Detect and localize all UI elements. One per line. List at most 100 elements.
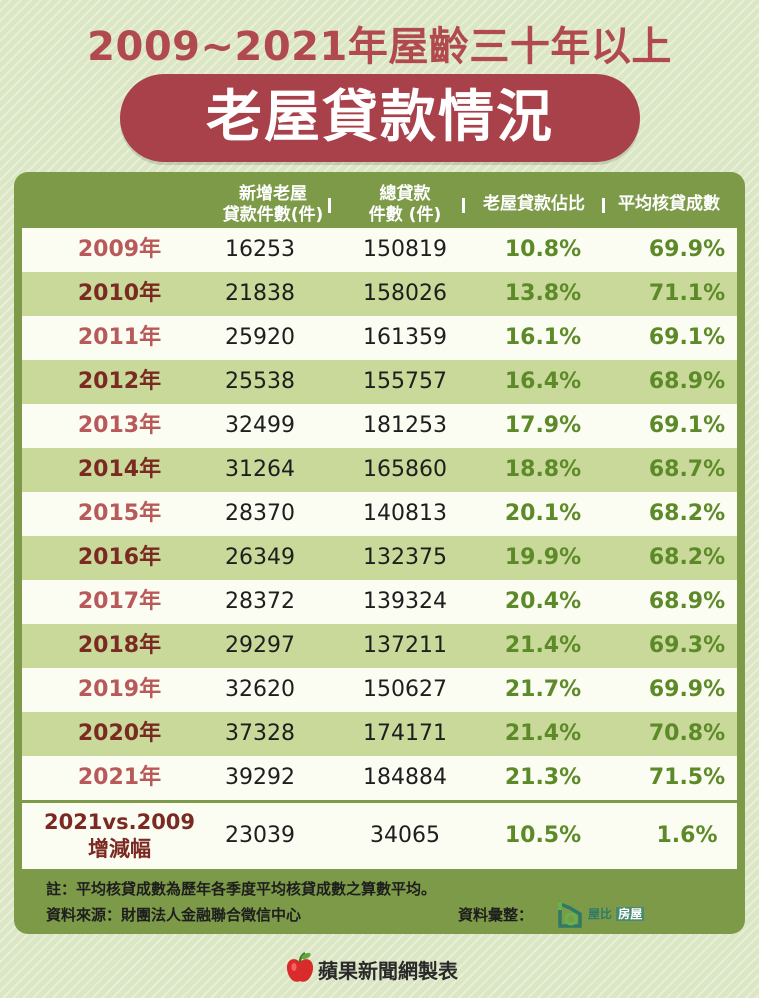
avg-cell: 69.9%	[648, 237, 726, 262]
avg-cell: 70.8%	[648, 721, 726, 746]
ratio-cell: 13.8%	[504, 281, 582, 306]
avg-cell: 69.1%	[648, 413, 726, 438]
avg-cell: 69.1%	[648, 325, 726, 350]
total-loans-cell: 132375	[363, 545, 447, 570]
logo-name: 屋比 房屋	[588, 905, 645, 922]
table-row: 2015年 28370 140813 20.1% 68.2%	[22, 492, 737, 536]
avg-cell: 68.9%	[648, 369, 726, 394]
summary-label-line1: 2021vs.2009	[43, 810, 196, 834]
ratio-cell: 17.9%	[504, 413, 582, 438]
avg-cell: 68.2%	[648, 545, 726, 570]
ratio-cell: 19.9%	[504, 545, 582, 570]
summary-total-loans: 34065	[370, 823, 440, 848]
total-loans-cell: 158026	[363, 281, 447, 306]
header-ratio: 老屋貸款佔比	[483, 194, 585, 214]
table-row: 2012年 25538 155757 16.4% 68.9%	[22, 360, 737, 404]
header-new-loans: 新增老屋 貸款件數(件)	[208, 184, 338, 226]
table-row: 2018年 29297 137211 21.4% 69.3%	[22, 624, 737, 668]
new-loans-cell: 29297	[225, 633, 295, 658]
logo-name-part2: 房屋	[616, 907, 645, 921]
new-loans-cell: 16253	[225, 237, 295, 262]
ratio-cell: 20.4%	[504, 589, 582, 614]
table-row: 2013年 32499 181253 17.9% 69.1%	[22, 404, 737, 448]
total-loans-cell: 139324	[363, 589, 447, 614]
table-row: 2011年 25920 161359 16.1% 69.1%	[22, 316, 737, 360]
house-logo-icon	[556, 900, 586, 934]
new-loans-cell: 32499	[225, 413, 295, 438]
new-loans-cell: 32620	[225, 677, 295, 702]
note-text: 註：平均核貸成數為歷年各季度平均核貸成數之算數平均。	[46, 880, 437, 898]
new-loans-cell: 28370	[225, 501, 295, 526]
ratio-cell: 20.1%	[504, 501, 582, 526]
source-text: 資料來源：財團法人金融聯合徵信中心	[46, 906, 302, 924]
header-total-loans: 總貸款 件數 (件)	[345, 184, 465, 226]
year-cell: 2012年	[77, 369, 162, 394]
new-loans-cell: 26349	[225, 545, 295, 570]
year-cell: 2015年	[77, 501, 162, 526]
summary-row: 2021vs.2009 增減幅 23039 34065 10.5% 1.6%	[22, 803, 737, 869]
avg-cell: 68.7%	[648, 457, 726, 482]
year-cell: 2021年	[77, 765, 162, 790]
apple-icon	[284, 950, 316, 990]
header-separator	[602, 198, 605, 213]
new-loans-cell: 39292	[225, 765, 295, 790]
compiled-by-text: 資料彙整：	[458, 906, 534, 924]
avg-cell: 71.5%	[648, 765, 726, 790]
summary-label-line2: 增減幅	[88, 837, 151, 861]
table-row: 2021年 39292 184884 21.3% 71.5%	[22, 756, 737, 800]
year-cell: 2013年	[77, 413, 162, 438]
avg-cell: 68.2%	[648, 501, 726, 526]
footer-credit: 蘋果新聞網製表	[318, 959, 458, 983]
new-loans-cell: 25538	[225, 369, 295, 394]
new-loans-cell: 37328	[225, 721, 295, 746]
total-loans-cell: 155757	[363, 369, 447, 394]
total-loans-cell: 181253	[363, 413, 447, 438]
table-row: 2019年 32620 150627 21.7% 69.9%	[22, 668, 737, 712]
table-row: 2016年 26349 132375 19.9% 68.2%	[22, 536, 737, 580]
total-loans-cell: 150627	[363, 677, 447, 702]
summary-new-loans: 23039	[225, 823, 295, 848]
ratio-cell: 21.4%	[504, 633, 582, 658]
summary-label: 2021vs.2009 增減幅	[22, 809, 217, 863]
year-cell: 2011年	[77, 325, 162, 350]
ratio-cell: 18.8%	[504, 457, 582, 482]
ratio-cell: 16.4%	[504, 369, 582, 394]
header-separator	[462, 198, 465, 213]
table-row: 2009年 16253 150819 10.8% 69.9%	[22, 228, 737, 272]
ratio-cell: 21.3%	[504, 765, 582, 790]
avg-cell: 69.9%	[648, 677, 726, 702]
summary-ratio: 10.5%	[504, 823, 582, 848]
table-row: 2014年 31264 165860 18.8% 68.7%	[22, 448, 737, 492]
header-separator	[328, 198, 331, 213]
total-loans-cell: 184884	[363, 765, 447, 790]
new-loans-cell: 21838	[225, 281, 295, 306]
table-row: 2010年 21838 158026 13.8% 71.1%	[22, 272, 737, 316]
title-line1: 2009~2021年屋齡三十年以上	[87, 24, 672, 70]
year-cell: 2019年	[77, 677, 162, 702]
total-loans-cell: 150819	[363, 237, 447, 262]
year-cell: 2017年	[77, 589, 162, 614]
header-new-loans-line1: 新增老屋	[239, 184, 307, 204]
table-row: 2017年 28372 139324 20.4% 68.9%	[22, 580, 737, 624]
year-cell: 2020年	[77, 721, 162, 746]
new-loans-cell: 28372	[225, 589, 295, 614]
table-row: 2020年 37328 174171 21.4% 70.8%	[22, 712, 737, 756]
logo-name-part1: 屋比	[588, 907, 613, 921]
year-cell: 2018年	[77, 633, 162, 658]
year-cell: 2014年	[77, 457, 162, 482]
total-loans-cell: 137211	[363, 633, 447, 658]
total-loans-cell: 174171	[363, 721, 447, 746]
avg-cell: 68.9%	[648, 589, 726, 614]
total-loans-cell: 165860	[363, 457, 447, 482]
header-avg: 平均核貸成數	[618, 194, 720, 214]
ratio-cell: 16.1%	[504, 325, 582, 350]
year-cell: 2010年	[77, 281, 162, 306]
header-total-loans-line1: 總貸款	[379, 184, 431, 204]
new-loans-cell: 25920	[225, 325, 295, 350]
ratio-cell: 21.4%	[504, 721, 582, 746]
year-cell: 2009年	[77, 237, 162, 262]
title-pill	[120, 74, 640, 162]
summary-avg: 1.6%	[656, 823, 718, 848]
title-line2: 老屋貸款情況	[206, 85, 554, 150]
new-loans-cell: 31264	[225, 457, 295, 482]
